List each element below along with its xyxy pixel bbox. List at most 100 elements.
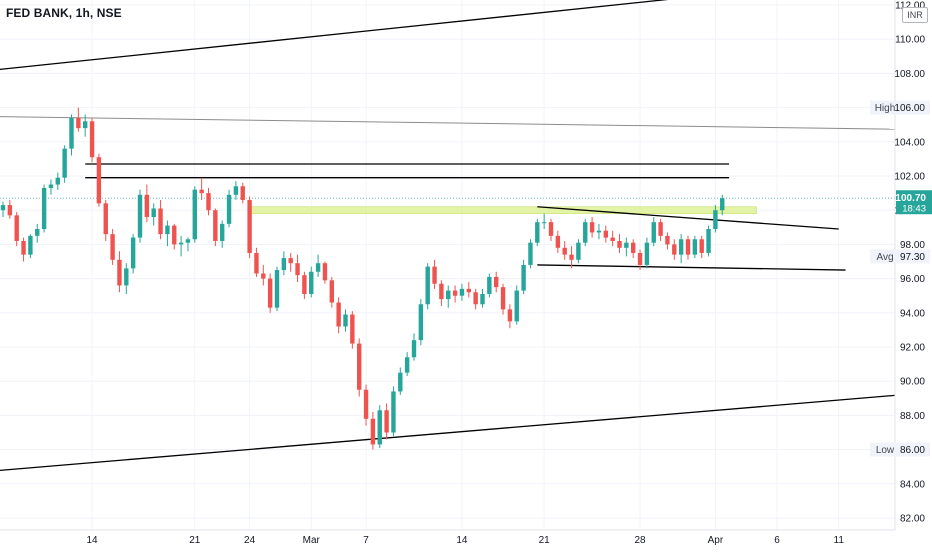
candle-body bbox=[672, 244, 677, 255]
candle bbox=[267, 273, 273, 313]
candle bbox=[240, 182, 245, 204]
candle bbox=[637, 249, 643, 271]
candle bbox=[596, 223, 602, 240]
triangle-bottom[interactable] bbox=[537, 264, 846, 271]
upper-gray-line[interactable] bbox=[0, 116, 932, 130]
low-value-bg bbox=[896, 442, 930, 457]
candle bbox=[48, 179, 54, 195]
high-marker: High 106.00 bbox=[870, 100, 930, 115]
candle bbox=[110, 229, 115, 265]
candle-body bbox=[350, 314, 355, 344]
y-tick-label: 108.00 bbox=[894, 69, 925, 80]
x-tick-label: 21 bbox=[189, 535, 201, 546]
candle bbox=[692, 235, 698, 259]
candle-body bbox=[165, 225, 170, 235]
candle-body bbox=[295, 263, 300, 276]
candle-body bbox=[713, 210, 718, 230]
candle-body bbox=[514, 290, 519, 322]
candle-body bbox=[309, 271, 314, 294]
candle bbox=[261, 264, 266, 286]
candle-body bbox=[466, 288, 471, 293]
candle-body bbox=[459, 288, 465, 296]
candle-body bbox=[69, 117, 74, 149]
candle bbox=[226, 189, 232, 228]
candle-body bbox=[596, 230, 602, 233]
candle bbox=[206, 187, 211, 216]
candle-body bbox=[562, 247, 567, 255]
x-tick-label: 11 bbox=[834, 535, 845, 546]
candle-body bbox=[21, 240, 26, 255]
lower-channel[interactable] bbox=[0, 391, 932, 473]
candle-body bbox=[220, 223, 225, 241]
candle bbox=[398, 367, 403, 395]
candle bbox=[96, 153, 102, 207]
time-axis[interactable]: 14 21 24 Mar 7 14 21 28 Apr 6 11 bbox=[86, 535, 844, 546]
candles bbox=[0, 107, 725, 450]
y-tick-label: 92.00 bbox=[900, 343, 925, 354]
y-tick-label: 102.00 bbox=[894, 172, 925, 183]
candle-body bbox=[62, 148, 67, 178]
y-tick-label: 98.00 bbox=[900, 240, 925, 251]
candle-body bbox=[254, 252, 259, 274]
candle-body bbox=[494, 276, 499, 288]
candle-body bbox=[541, 222, 547, 224]
candle-body bbox=[83, 121, 88, 129]
triangle-top[interactable] bbox=[537, 206, 839, 230]
candle-body bbox=[274, 270, 280, 308]
candle bbox=[302, 271, 307, 300]
current-price-countdown: 18:43 bbox=[902, 204, 926, 215]
candle bbox=[363, 384, 369, 426]
currency-badge[interactable]: INR bbox=[902, 7, 928, 23]
upper-channel[interactable] bbox=[0, 0, 859, 73]
x-tick-label: 14 bbox=[86, 535, 98, 546]
candle bbox=[315, 254, 321, 277]
candle-body bbox=[0, 205, 6, 211]
x-tick-label: 21 bbox=[539, 535, 551, 546]
candle-body bbox=[302, 275, 307, 294]
candle bbox=[322, 261, 328, 284]
candle-body bbox=[507, 309, 513, 322]
candle-body bbox=[658, 222, 663, 236]
candle-body bbox=[446, 290, 451, 300]
chart-title: FED BANK, 1h, NSE bbox=[6, 6, 122, 20]
low-name: Low bbox=[876, 445, 895, 456]
candle-body bbox=[322, 263, 328, 281]
candle bbox=[233, 181, 239, 200]
candle-body bbox=[124, 268, 129, 286]
candle-body bbox=[432, 266, 437, 284]
candle-body bbox=[14, 215, 19, 241]
candle bbox=[631, 239, 636, 259]
candle-body bbox=[473, 292, 478, 305]
candle bbox=[0, 201, 6, 218]
candle bbox=[678, 234, 684, 264]
candle bbox=[14, 211, 19, 247]
candle-body bbox=[110, 234, 115, 260]
candle bbox=[624, 237, 629, 257]
candle-body bbox=[240, 186, 245, 200]
candle-body bbox=[644, 242, 650, 265]
candle-body bbox=[48, 184, 54, 188]
current-price-bg bbox=[896, 190, 932, 215]
candle bbox=[117, 251, 122, 293]
candle bbox=[548, 218, 554, 241]
candle-body bbox=[398, 372, 403, 392]
highlight-zone[interactable] bbox=[249, 206, 757, 214]
candle-body bbox=[89, 121, 95, 158]
candle bbox=[55, 172, 60, 190]
candle bbox=[172, 223, 177, 250]
candle-body bbox=[665, 235, 670, 245]
candle-body bbox=[425, 266, 430, 305]
candle bbox=[487, 273, 492, 298]
candle-body bbox=[55, 177, 60, 185]
candle bbox=[41, 184, 47, 233]
candle-body bbox=[535, 222, 540, 243]
candle bbox=[254, 247, 259, 277]
candle bbox=[151, 203, 156, 226]
candle-body bbox=[343, 314, 348, 327]
candle-body bbox=[521, 264, 526, 291]
candle-body bbox=[336, 302, 341, 327]
high-value-bg bbox=[896, 100, 930, 115]
candle bbox=[192, 186, 197, 243]
